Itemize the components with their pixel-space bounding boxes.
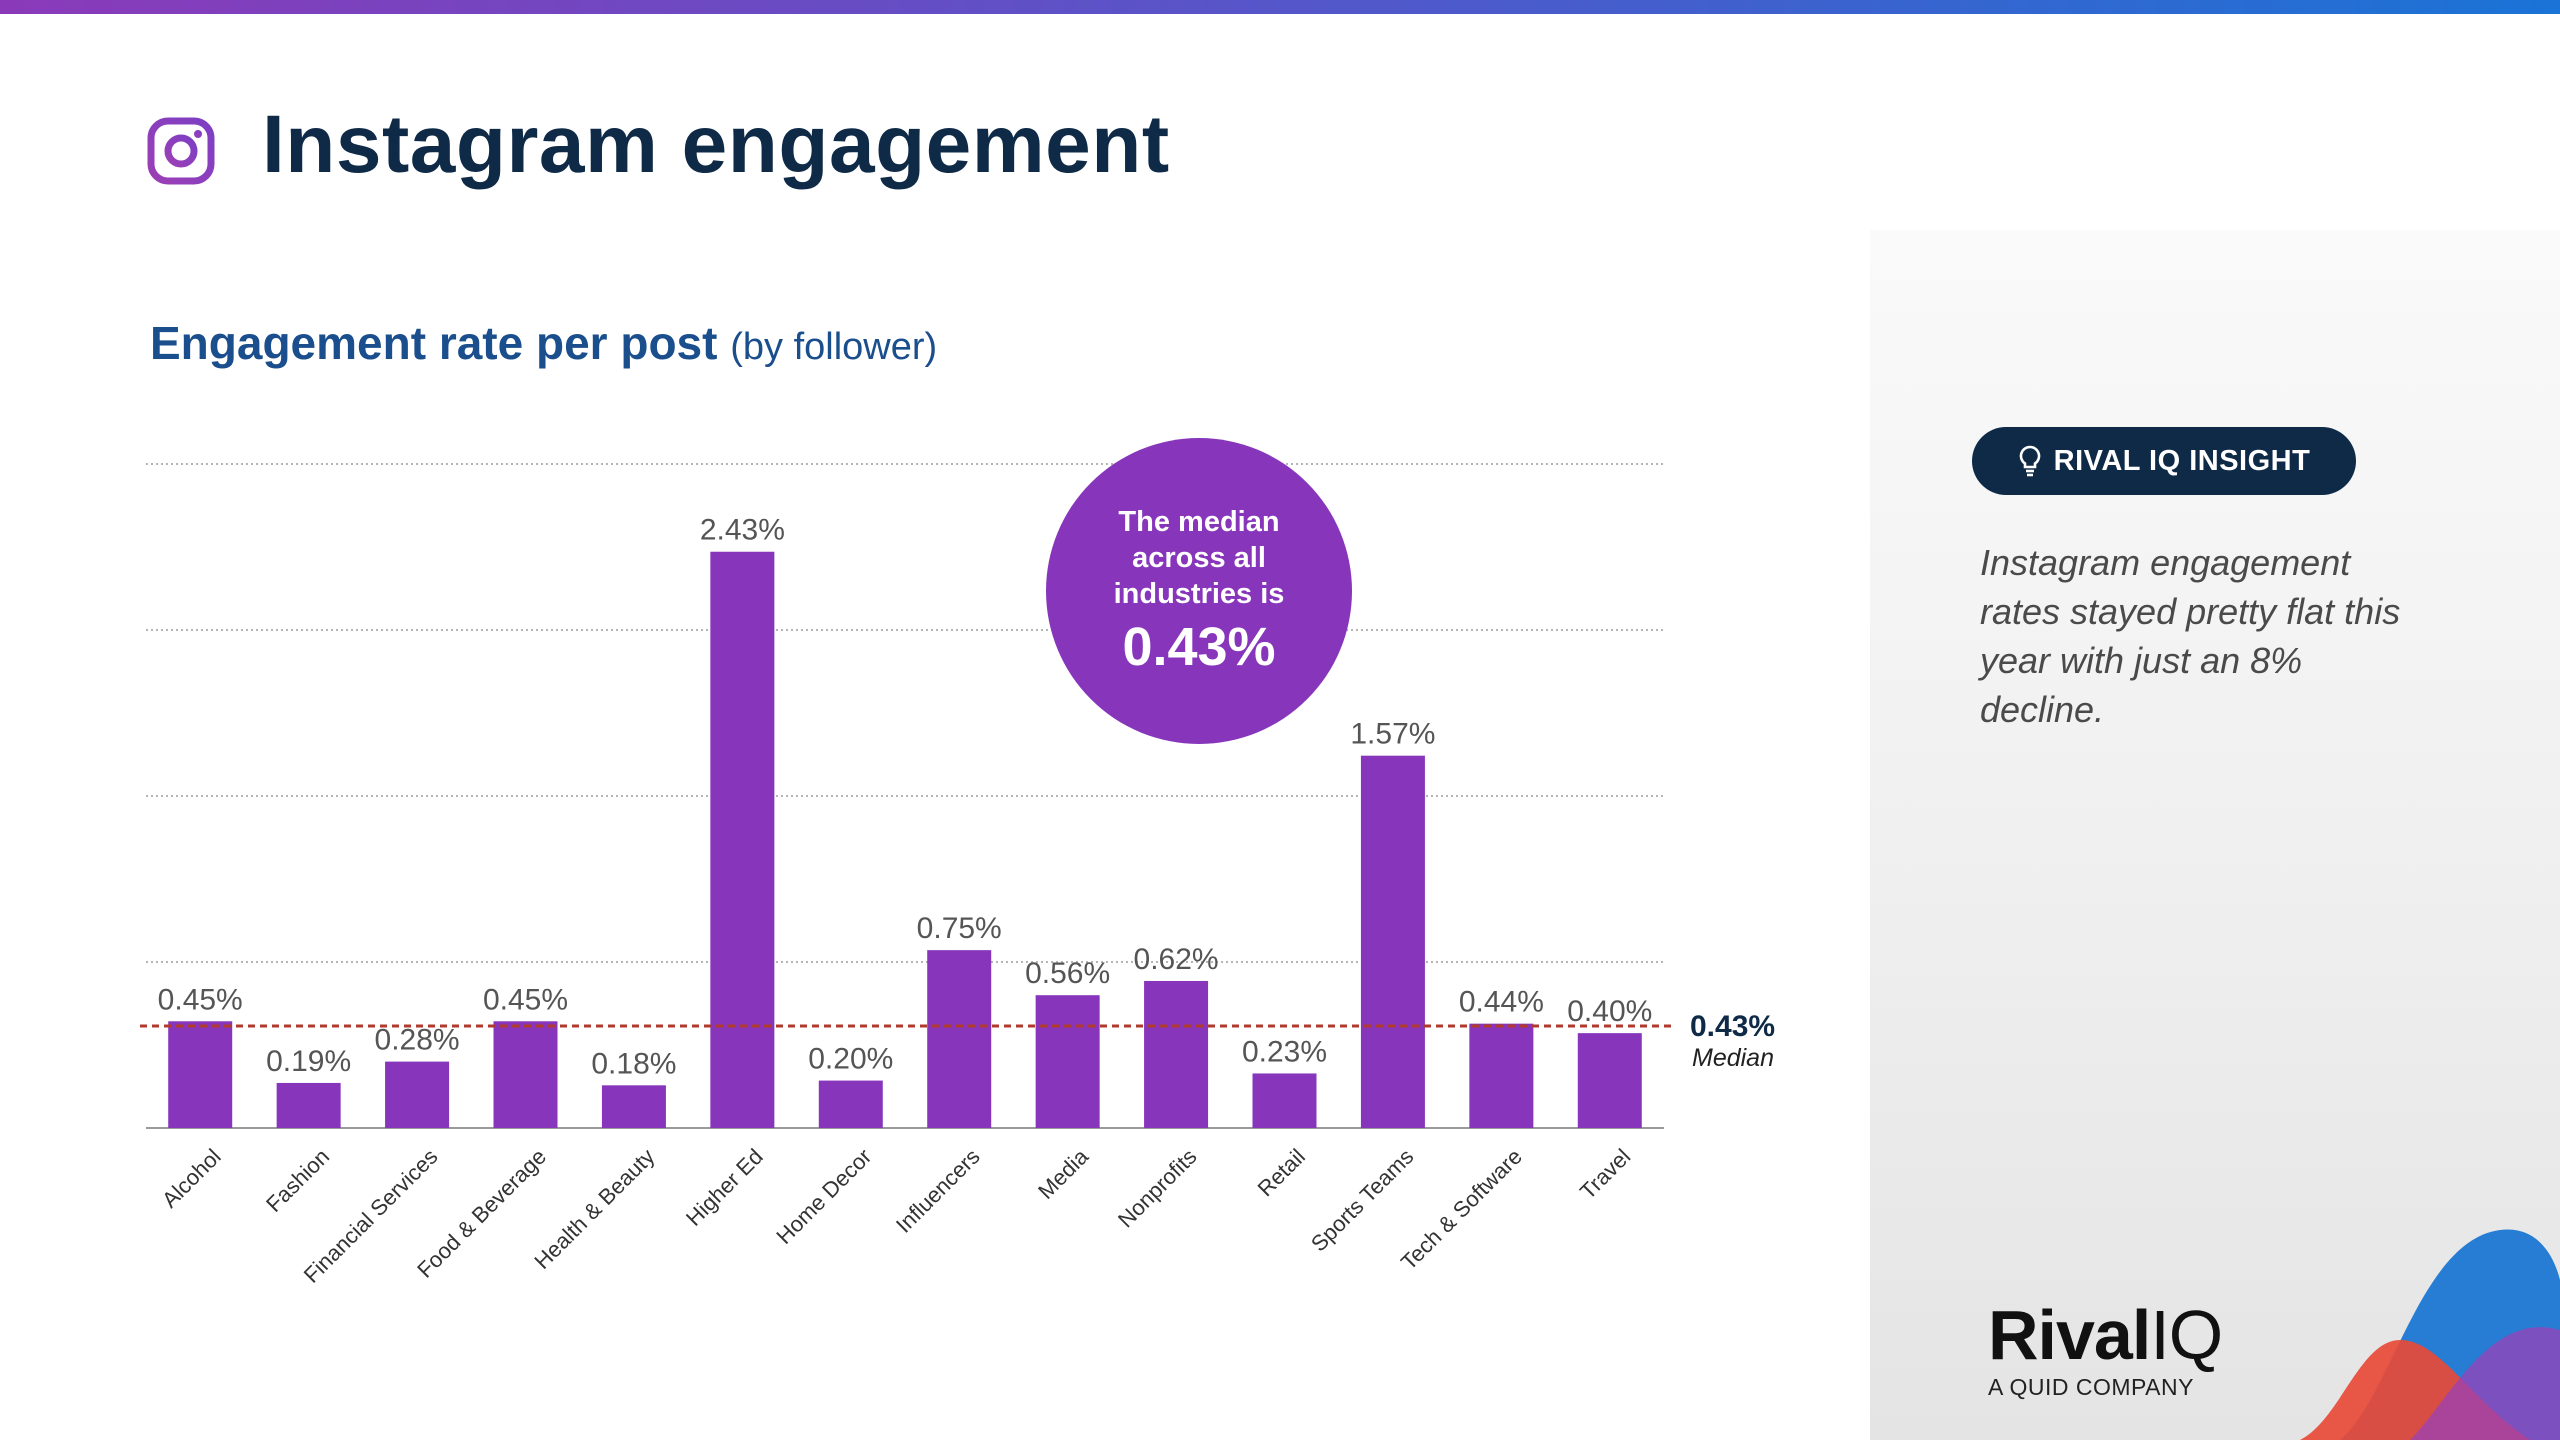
value-label-5: 2.43% <box>700 514 785 547</box>
logo-tagline: A QUID COMPANY <box>1988 1374 2194 1400</box>
value-label-6: 0.20% <box>808 1043 893 1076</box>
value-label-4: 0.18% <box>591 1047 676 1080</box>
median-value-label: 0.43% <box>1690 1010 1775 1043</box>
bar-12 <box>1469 1023 1534 1128</box>
chart-subtitle: Engagement rate per post (by follower) <box>150 316 937 370</box>
bar-0 <box>168 1021 233 1128</box>
category-label-8: Media <box>1033 1143 1094 1204</box>
category-label-5: Higher Ed <box>681 1144 768 1231</box>
callout-circle <box>1046 438 1352 744</box>
logo-light-text: IQ <box>2150 1296 2223 1374</box>
chart-value-labels: 0.45% 0.19% 0.28% 0.45% 0.18% 2.43% 0.20% 0.75%… <box>158 514 1653 1081</box>
engagement-bar-chart: 0.45% 0.19% 0.28% 0.45% 0.18% 2.43% 0.20% 0.75%… <box>140 438 1775 1288</box>
bar-6 <box>818 1080 883 1128</box>
bar-8 <box>1035 995 1100 1128</box>
chart-subtitle-qualifier: (by follower) <box>730 326 938 368</box>
bar-7 <box>927 950 992 1128</box>
callout-value: 0.43% <box>1122 617 1275 677</box>
category-label-9: Nonprofits <box>1113 1144 1202 1233</box>
bar-3 <box>493 1021 558 1128</box>
value-label-0: 0.45% <box>158 983 243 1016</box>
bar-5 <box>710 551 775 1128</box>
value-label-7: 0.75% <box>917 912 1002 945</box>
value-label-8: 0.56% <box>1025 957 1110 990</box>
value-label-2: 0.28% <box>375 1024 460 1057</box>
rival-iq-logo: RivalIQ A QUID COMPANY <box>1988 1300 2223 1401</box>
bar-13 <box>1577 1033 1642 1128</box>
corner-decoration <box>2300 1229 2560 1440</box>
callout-line-1: The median <box>1118 506 1279 538</box>
logo-wordmark: RivalIQ <box>1988 1300 2223 1370</box>
callout-line-3: industries is <box>1114 578 1285 610</box>
value-label-3: 0.45% <box>483 983 568 1016</box>
bar-11 <box>1360 755 1425 1128</box>
category-label-13: Travel <box>1575 1144 1635 1204</box>
median-callout: The median across all industries is 0.43… <box>1046 438 1352 744</box>
value-label-11: 1.57% <box>1350 718 1435 751</box>
top-gradient-bar <box>0 0 2560 14</box>
instagram-icon <box>147 117 215 185</box>
bar-9 <box>1144 980 1209 1128</box>
callout-line-2: across all <box>1132 542 1266 574</box>
category-label-7: Influencers <box>891 1144 985 1238</box>
insight-text: Instagram engagement rates stayed pretty… <box>1980 542 2401 730</box>
value-label-9: 0.62% <box>1134 943 1219 976</box>
bar-2 <box>385 1061 450 1128</box>
category-label-1: Fashion <box>261 1144 334 1217</box>
insight-badge: RIVAL IQ INSIGHT <box>1972 427 2356 495</box>
value-label-1: 0.19% <box>266 1045 351 1078</box>
bar-1 <box>276 1082 341 1128</box>
chart-subtitle-main: Engagement rate per post <box>150 317 718 369</box>
bar-10 <box>1252 1073 1317 1128</box>
logo-bold-text: Rival <box>1988 1296 2151 1374</box>
value-label-10: 0.23% <box>1242 1035 1327 1068</box>
value-label-12: 0.44% <box>1459 986 1544 1019</box>
category-label-0: Alcohol <box>157 1144 226 1213</box>
page-title: Instagram engagement <box>262 99 1170 190</box>
chart-gridlines <box>146 463 1664 963</box>
insight-badge-label: RIVAL IQ INSIGHT <box>2053 444 2311 477</box>
category-label-11: Sports Teams <box>1306 1144 1419 1257</box>
value-label-13: 0.40% <box>1567 995 1652 1028</box>
category-label-6: Home Decor <box>771 1144 876 1249</box>
category-label-10: Retail <box>1253 1144 1310 1201</box>
lightbulb-icon <box>2019 445 2040 477</box>
bar-4 <box>601 1085 666 1128</box>
median-caption: Median <box>1692 1044 1774 1072</box>
chart-bars <box>168 551 1642 1128</box>
